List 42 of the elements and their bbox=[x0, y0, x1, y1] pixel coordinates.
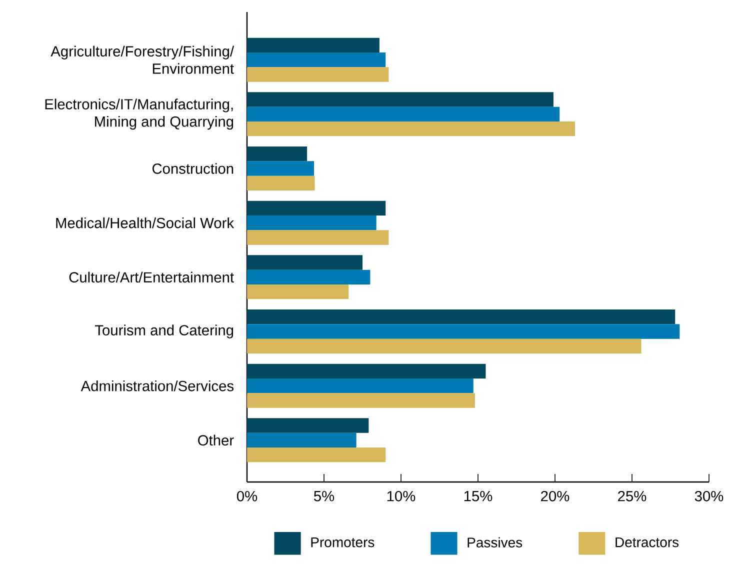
bar bbox=[247, 284, 349, 300]
bar bbox=[247, 161, 314, 176]
legend-label: Promoters bbox=[311, 537, 374, 548]
bar bbox=[247, 200, 386, 216]
x-tick-label: 5% bbox=[314, 490, 334, 502]
bar bbox=[247, 230, 389, 245]
bar bbox=[247, 38, 380, 52]
bar bbox=[247, 92, 554, 107]
y-tick-label: Tourism and Catering bbox=[95, 324, 234, 338]
bar bbox=[247, 309, 676, 324]
legend-label: Passives bbox=[468, 537, 522, 548]
bar bbox=[247, 215, 376, 230]
bar bbox=[247, 146, 308, 162]
bar bbox=[247, 255, 362, 270]
y-tick-label: Other bbox=[198, 434, 234, 446]
y-tick-label: Agriculture/Forestry/Fishing/ Environment bbox=[50, 46, 234, 74]
bar bbox=[247, 418, 369, 433]
y-tick-label: Culture/Art/Entertainment bbox=[69, 272, 234, 283]
y-tick-label: Medical/Health/Social Work bbox=[56, 217, 234, 228]
bar bbox=[247, 324, 680, 339]
bar bbox=[247, 448, 386, 462]
x-tick-label: 25% bbox=[618, 490, 646, 502]
bar bbox=[247, 364, 486, 378]
x-tick-label: 30% bbox=[694, 490, 724, 502]
bar bbox=[247, 121, 576, 136]
y-tick-label: Administration/Services bbox=[80, 380, 234, 392]
bar bbox=[247, 67, 389, 82]
x-tick-label: 20% bbox=[541, 490, 570, 502]
bar bbox=[247, 52, 386, 68]
bar bbox=[247, 378, 474, 394]
x-tick-label: 0% bbox=[236, 490, 258, 502]
bar bbox=[247, 432, 356, 448]
bar bbox=[247, 270, 370, 284]
legend-label: Detractors bbox=[616, 537, 679, 548]
bar bbox=[247, 106, 560, 122]
bar bbox=[247, 393, 475, 408]
bar bbox=[247, 338, 642, 354]
y-tick-label: Construction bbox=[152, 163, 234, 174]
y-tick-label: Electronics/IT/Manufacturing, Mining and Quarrying bbox=[45, 98, 234, 130]
x-tick-label: 15% bbox=[464, 490, 492, 502]
bar bbox=[247, 176, 315, 190]
x-tick-label: 10% bbox=[387, 490, 416, 502]
